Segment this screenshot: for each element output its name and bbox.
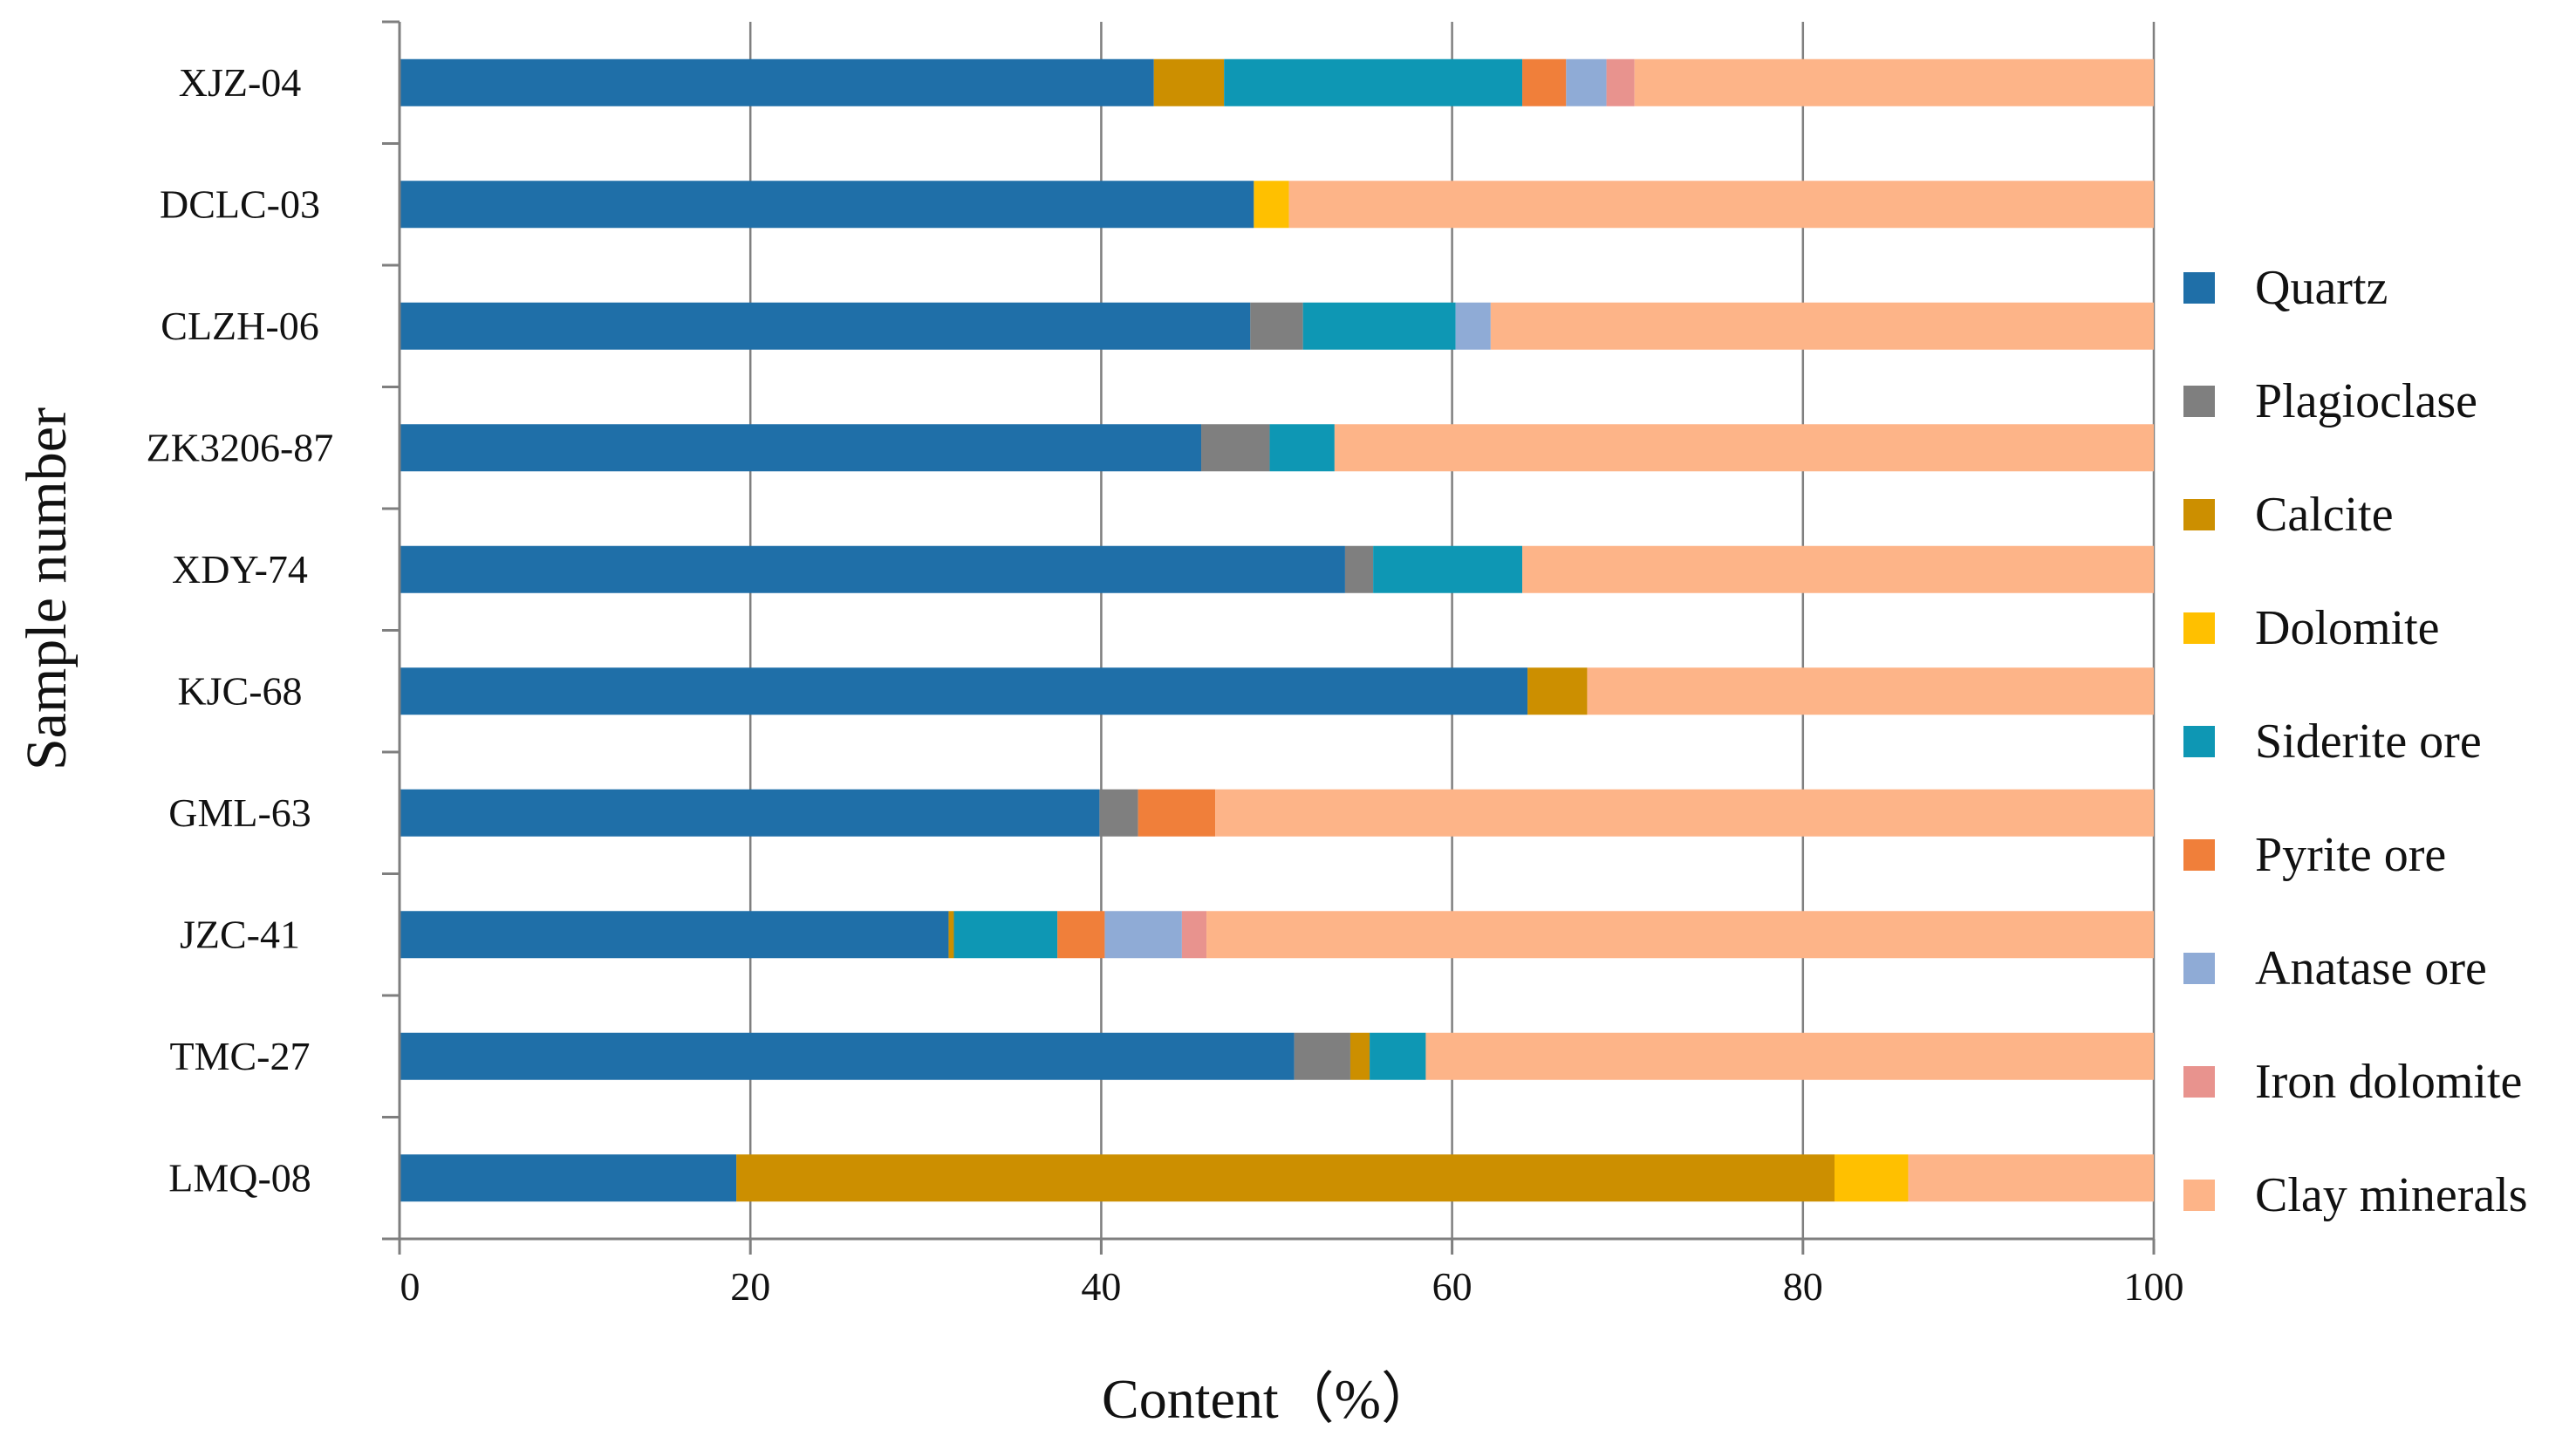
bar-segment bbox=[1138, 789, 1216, 837]
bar-segment bbox=[1181, 911, 1207, 959]
x-tick-label: 20 bbox=[730, 1264, 770, 1309]
y-tick-label: ZK3206-87 bbox=[147, 425, 334, 469]
y-tick-labels: XJZ-04 DCLC-03 CLZH-06 ZK3206-87 XDY-74 KJC-6… bbox=[147, 60, 334, 1200]
bar-segment bbox=[1455, 302, 1491, 350]
legend-swatch bbox=[2183, 272, 2215, 304]
bar-segment bbox=[1215, 789, 2154, 837]
bar-segment bbox=[1490, 302, 2154, 350]
legend-label: Anatase ore bbox=[2255, 941, 2487, 995]
bar-segment bbox=[1834, 1154, 1909, 1202]
y-tick-label: JZC-41 bbox=[180, 912, 300, 956]
bar-segment bbox=[736, 1154, 1835, 1202]
bar-segment bbox=[1349, 1032, 1370, 1080]
legend-label: Calcite bbox=[2255, 488, 2394, 542]
legend-label: Iron dolomite bbox=[2255, 1055, 2522, 1109]
bar-segment bbox=[1522, 58, 1567, 106]
y-tick-label: CLZH-06 bbox=[161, 304, 318, 348]
bar-segment bbox=[948, 911, 954, 959]
x-axis-label: Content（%） bbox=[1102, 1368, 1437, 1430]
bar-segment bbox=[1302, 302, 1456, 350]
bar-segment bbox=[1522, 545, 2154, 593]
bar-segment bbox=[1269, 424, 1335, 472]
y-tick-label: TMC-27 bbox=[170, 1034, 311, 1078]
bar-segment bbox=[953, 911, 1058, 959]
bar-segment bbox=[1288, 181, 2154, 229]
bar-segment bbox=[1334, 424, 2154, 472]
bar-segment bbox=[1224, 58, 1523, 106]
bar-segment bbox=[1634, 58, 2154, 106]
bar-segment bbox=[400, 181, 1254, 229]
bar-segment bbox=[1370, 1032, 1426, 1080]
bar-segment bbox=[1104, 911, 1182, 959]
bar-segment bbox=[400, 789, 1100, 837]
bars-layer bbox=[400, 58, 2154, 1202]
x-tick-labels: 0 20 40 60 80 100 bbox=[400, 1264, 2184, 1309]
bar-segment bbox=[400, 302, 1251, 350]
x-tick-label: 40 bbox=[1081, 1264, 1121, 1309]
y-tick-label: DCLC-03 bbox=[160, 181, 320, 226]
bar-segment bbox=[1153, 58, 1225, 106]
bar-segment bbox=[400, 667, 1528, 715]
legend-label: Quartz bbox=[2255, 261, 2388, 315]
x-tick-label: 100 bbox=[2124, 1264, 2184, 1309]
legend-label: Plagioclase bbox=[2255, 374, 2477, 428]
legend-label: Dolomite bbox=[2255, 601, 2440, 655]
bar-segment bbox=[1566, 58, 1607, 106]
bar-segment bbox=[400, 58, 1154, 106]
y-tick-label: GML-63 bbox=[168, 790, 311, 835]
bar-segment bbox=[1344, 545, 1374, 593]
legend-swatch bbox=[2183, 612, 2215, 644]
bar-segment bbox=[400, 1154, 737, 1202]
legend-swatch bbox=[2183, 839, 2215, 871]
legend-swatch bbox=[2183, 499, 2215, 530]
bar-segment bbox=[1294, 1032, 1350, 1080]
legend-label: Clay minerals bbox=[2255, 1168, 2528, 1222]
bar-segment bbox=[1527, 667, 1588, 715]
axes bbox=[382, 20, 2156, 1255]
bar-segment bbox=[1206, 911, 2154, 959]
y-tick-label: LMQ-08 bbox=[168, 1155, 311, 1200]
y-axis-label: Sample number bbox=[15, 407, 79, 770]
bar-segment bbox=[400, 545, 1345, 593]
bar-segment bbox=[1587, 667, 2154, 715]
x-tick-label: 0 bbox=[400, 1264, 420, 1309]
x-tick-label: 80 bbox=[1783, 1264, 1823, 1309]
y-tick-label: XDY-74 bbox=[172, 547, 308, 592]
bar-segment bbox=[1057, 911, 1105, 959]
bar-segment bbox=[1250, 302, 1303, 350]
legend-swatch bbox=[2183, 1066, 2215, 1098]
x-tick-label: 60 bbox=[1432, 1264, 1472, 1309]
legend: Quartz Plagioclase Calcite Dolomite Siderite… bbox=[2183, 261, 2528, 1222]
bar-segment bbox=[1425, 1032, 2154, 1080]
legend-swatch bbox=[2183, 386, 2215, 417]
bar-segment bbox=[400, 1032, 1295, 1080]
legend-swatch bbox=[2183, 1180, 2215, 1211]
bar-segment bbox=[400, 424, 1202, 472]
bar-segment bbox=[1201, 424, 1270, 472]
bar-segment bbox=[1606, 58, 1635, 106]
legend-label: Pyrite ore bbox=[2255, 828, 2446, 882]
legend-swatch bbox=[2183, 726, 2215, 757]
bar-segment bbox=[1254, 181, 1289, 229]
legend-label: Siderite ore bbox=[2255, 715, 2482, 769]
bar-segment bbox=[1908, 1154, 2154, 1202]
bar-segment bbox=[1373, 545, 1523, 593]
y-tick-label: XJZ-04 bbox=[179, 60, 302, 105]
bar-segment bbox=[1099, 789, 1138, 837]
y-tick-label: KJC-68 bbox=[177, 668, 302, 713]
bar-segment bbox=[400, 911, 949, 959]
legend-swatch bbox=[2183, 953, 2215, 984]
